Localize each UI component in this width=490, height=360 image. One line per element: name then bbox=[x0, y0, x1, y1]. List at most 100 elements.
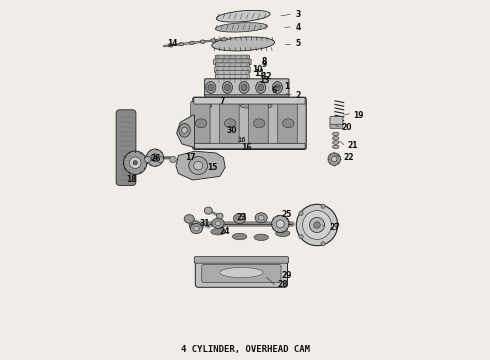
Ellipse shape bbox=[333, 136, 339, 140]
Text: 15: 15 bbox=[207, 163, 218, 172]
FancyBboxPatch shape bbox=[205, 95, 289, 99]
Ellipse shape bbox=[190, 224, 202, 234]
Ellipse shape bbox=[212, 37, 275, 51]
FancyBboxPatch shape bbox=[215, 67, 250, 73]
Text: 21: 21 bbox=[347, 141, 357, 150]
Ellipse shape bbox=[170, 156, 176, 163]
FancyBboxPatch shape bbox=[216, 55, 249, 61]
Text: 28: 28 bbox=[277, 280, 288, 289]
Ellipse shape bbox=[254, 234, 269, 240]
Ellipse shape bbox=[333, 141, 339, 144]
Ellipse shape bbox=[321, 242, 325, 246]
Text: 3: 3 bbox=[295, 10, 301, 19]
Ellipse shape bbox=[216, 10, 270, 22]
Polygon shape bbox=[176, 151, 225, 180]
Ellipse shape bbox=[232, 233, 247, 240]
Text: 4 CYLINDER, OVERHEAD CAM: 4 CYLINDER, OVERHEAD CAM bbox=[180, 345, 310, 354]
Ellipse shape bbox=[211, 229, 225, 235]
Ellipse shape bbox=[224, 119, 236, 128]
Text: 25: 25 bbox=[281, 210, 292, 219]
FancyBboxPatch shape bbox=[216, 71, 249, 76]
Ellipse shape bbox=[194, 226, 199, 231]
Ellipse shape bbox=[335, 223, 339, 227]
Ellipse shape bbox=[275, 230, 290, 237]
Text: 9: 9 bbox=[261, 60, 267, 69]
Ellipse shape bbox=[196, 119, 207, 128]
Ellipse shape bbox=[241, 84, 247, 91]
Ellipse shape bbox=[222, 82, 232, 94]
FancyBboxPatch shape bbox=[193, 97, 306, 149]
Ellipse shape bbox=[281, 104, 292, 108]
Ellipse shape bbox=[280, 219, 286, 224]
Ellipse shape bbox=[276, 220, 284, 228]
Ellipse shape bbox=[145, 156, 151, 163]
FancyBboxPatch shape bbox=[220, 102, 239, 143]
FancyBboxPatch shape bbox=[202, 265, 281, 283]
Ellipse shape bbox=[221, 37, 226, 41]
Ellipse shape bbox=[321, 204, 325, 208]
FancyBboxPatch shape bbox=[191, 102, 210, 143]
Ellipse shape bbox=[212, 218, 224, 228]
FancyBboxPatch shape bbox=[205, 79, 289, 96]
Ellipse shape bbox=[314, 222, 320, 228]
Ellipse shape bbox=[168, 44, 173, 47]
Ellipse shape bbox=[303, 211, 331, 239]
FancyBboxPatch shape bbox=[214, 59, 251, 65]
Ellipse shape bbox=[299, 234, 303, 239]
Ellipse shape bbox=[182, 127, 187, 134]
Ellipse shape bbox=[233, 213, 245, 224]
FancyBboxPatch shape bbox=[216, 75, 249, 80]
Ellipse shape bbox=[211, 39, 216, 42]
FancyBboxPatch shape bbox=[217, 78, 248, 84]
Text: 31: 31 bbox=[200, 219, 211, 228]
Ellipse shape bbox=[215, 221, 221, 226]
Text: 23: 23 bbox=[236, 213, 246, 222]
FancyBboxPatch shape bbox=[330, 124, 343, 129]
Ellipse shape bbox=[200, 40, 205, 44]
Text: 4: 4 bbox=[295, 22, 301, 31]
Ellipse shape bbox=[310, 217, 324, 233]
Ellipse shape bbox=[195, 156, 201, 163]
Ellipse shape bbox=[332, 156, 337, 162]
Ellipse shape bbox=[190, 41, 195, 45]
Ellipse shape bbox=[258, 84, 264, 91]
Ellipse shape bbox=[277, 217, 289, 227]
FancyBboxPatch shape bbox=[196, 258, 288, 287]
FancyBboxPatch shape bbox=[216, 63, 249, 69]
Ellipse shape bbox=[333, 145, 339, 149]
Ellipse shape bbox=[194, 161, 203, 170]
Ellipse shape bbox=[189, 157, 208, 175]
Ellipse shape bbox=[224, 84, 230, 91]
Text: 13: 13 bbox=[259, 76, 270, 85]
Ellipse shape bbox=[147, 149, 164, 166]
FancyBboxPatch shape bbox=[116, 110, 136, 185]
Polygon shape bbox=[176, 115, 195, 148]
Text: 7: 7 bbox=[220, 97, 225, 106]
Text: 17: 17 bbox=[186, 153, 196, 162]
FancyBboxPatch shape bbox=[194, 257, 289, 263]
Ellipse shape bbox=[129, 157, 141, 168]
Text: 30: 30 bbox=[226, 126, 237, 135]
Ellipse shape bbox=[215, 23, 268, 32]
Ellipse shape bbox=[179, 42, 184, 46]
Ellipse shape bbox=[261, 104, 272, 108]
Text: 29: 29 bbox=[281, 271, 292, 280]
Ellipse shape bbox=[296, 204, 338, 246]
Ellipse shape bbox=[333, 132, 339, 136]
Ellipse shape bbox=[253, 119, 265, 128]
Ellipse shape bbox=[328, 153, 341, 165]
Ellipse shape bbox=[217, 213, 223, 219]
FancyBboxPatch shape bbox=[205, 98, 289, 103]
Ellipse shape bbox=[237, 216, 243, 221]
Ellipse shape bbox=[182, 156, 189, 163]
Ellipse shape bbox=[153, 156, 156, 159]
Ellipse shape bbox=[256, 82, 266, 94]
Ellipse shape bbox=[274, 84, 280, 91]
Text: 24: 24 bbox=[220, 227, 230, 236]
Text: 12: 12 bbox=[261, 72, 271, 81]
Text: 16: 16 bbox=[242, 143, 252, 152]
Ellipse shape bbox=[189, 223, 204, 230]
Text: 26: 26 bbox=[151, 154, 161, 163]
Text: 18: 18 bbox=[126, 175, 137, 184]
Text: 20: 20 bbox=[342, 122, 352, 131]
